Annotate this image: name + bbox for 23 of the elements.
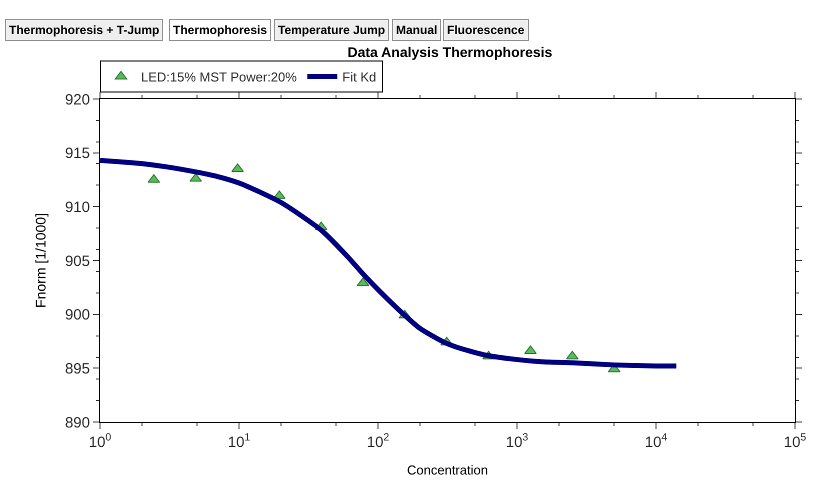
- text: Thermophoresis + T-Jump: [9, 23, 160, 37]
- x-tick-label: 10$^{0}$: [88, 432, 112, 451]
- y-tick-label: 920: [64, 91, 90, 108]
- text: Temperature Jump: [278, 23, 386, 37]
- text: Fluorescence: [447, 23, 525, 37]
- y-axis-title: Fnorm [1/1000]: [32, 213, 49, 308]
- x-tick-label: 10$^{5}$: [784, 432, 806, 451]
- x-tick-label: 10$^{2}$: [366, 432, 390, 451]
- text: Thermophoresis: [173, 23, 268, 37]
- y-tick-label: 905: [64, 252, 90, 270]
- x-tick-label: 10$^{1}$: [228, 432, 250, 451]
- text: Manual: [396, 23, 438, 37]
- x-tick-label: 10$^{3}$: [506, 432, 528, 451]
- y-tick-label: 900: [64, 306, 90, 324]
- y-tick-label: 895: [64, 360, 90, 378]
- y-tick-label: 890: [64, 414, 90, 432]
- x-tick-label: 10$^{4}$: [644, 432, 668, 451]
- x-axis-title: Concentration: [407, 462, 488, 478]
- legend-label: LED:15% MST Power:20%: [141, 70, 298, 85]
- y-tick-label: 915: [64, 145, 90, 162]
- y-tick-label: 910: [64, 198, 90, 216]
- legend-label: Fit Kd: [342, 70, 376, 85]
- chart-title: Data Analysis Thermophoresis: [347, 44, 553, 60]
